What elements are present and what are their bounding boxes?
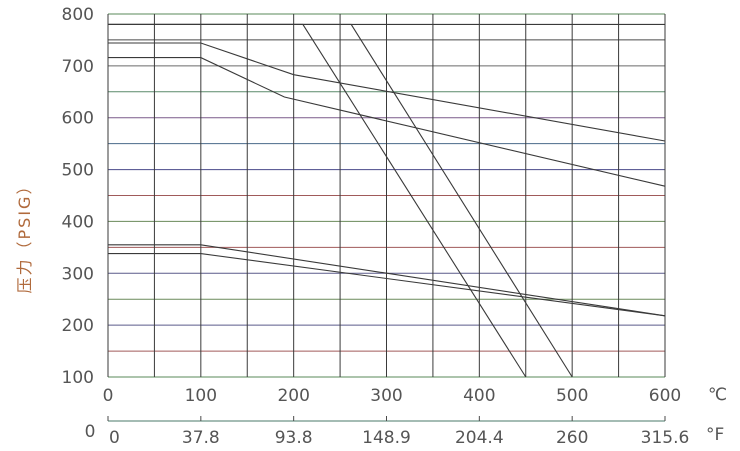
y-tick-label: 800 (62, 5, 94, 25)
x-tick-label-fahrenheit: 260 (556, 428, 588, 448)
x-tick-label-celsius: 100 (185, 386, 217, 406)
x-tick-label-fahrenheit: 37.8 (182, 428, 220, 448)
x-tick-label-fahrenheit: 204.4 (455, 428, 504, 448)
x-tick-label-celsius: 0 (103, 386, 114, 406)
x-tick-labels-celsius: 0 100 200 300 400 500 600 (103, 386, 682, 406)
fahrenheit-origin-label: 0 (85, 422, 96, 442)
y-tick-label: 700 (62, 57, 94, 77)
fahrenheit-unit-label: °F (706, 425, 724, 445)
series-line-4 (108, 23, 527, 378)
x-tick-label-fahrenheit: 0 (109, 428, 120, 448)
x-tick-label-celsius: 400 (463, 386, 495, 406)
series-line-6 (108, 244, 666, 317)
x-tick-label-celsius: 500 (556, 386, 588, 406)
vertical-gridlines (107, 14, 666, 377)
series-line-5 (108, 23, 573, 378)
x-tick-label-fahrenheit: 93.8 (275, 428, 313, 448)
y-axis-label: 压力（PSIG） (15, 177, 34, 294)
series-lines (108, 23, 666, 378)
y-tick-label: 300 (62, 264, 94, 284)
y-tick-label: 500 (62, 161, 94, 181)
x-tick-label-celsius: 300 (370, 386, 402, 406)
y-tick-label: 100 (62, 368, 94, 388)
series-line-7 (108, 253, 666, 317)
x-tick-label-fahrenheit: 148.9 (362, 428, 411, 448)
y-tick-labels: 100 200 300 400 500 600 700 800 (62, 5, 94, 388)
x-tick-label-celsius: 200 (277, 386, 309, 406)
celsius-unit-label: ℃ (708, 385, 727, 405)
x-tick-labels-fahrenheit: 0 37.8 93.8 148.9 204.4 260 315.6 0 (85, 422, 690, 448)
fahrenheit-axis (107, 416, 666, 422)
y-tick-label: 600 (62, 109, 94, 129)
y-tick-label: 400 (62, 212, 94, 232)
series-line-3 (108, 57, 666, 187)
x-tick-label-celsius: 600 (649, 386, 681, 406)
x-tick-label-fahrenheit: 315.6 (641, 428, 690, 448)
y-tick-label: 200 (62, 316, 94, 336)
series-line-2 (108, 42, 666, 142)
